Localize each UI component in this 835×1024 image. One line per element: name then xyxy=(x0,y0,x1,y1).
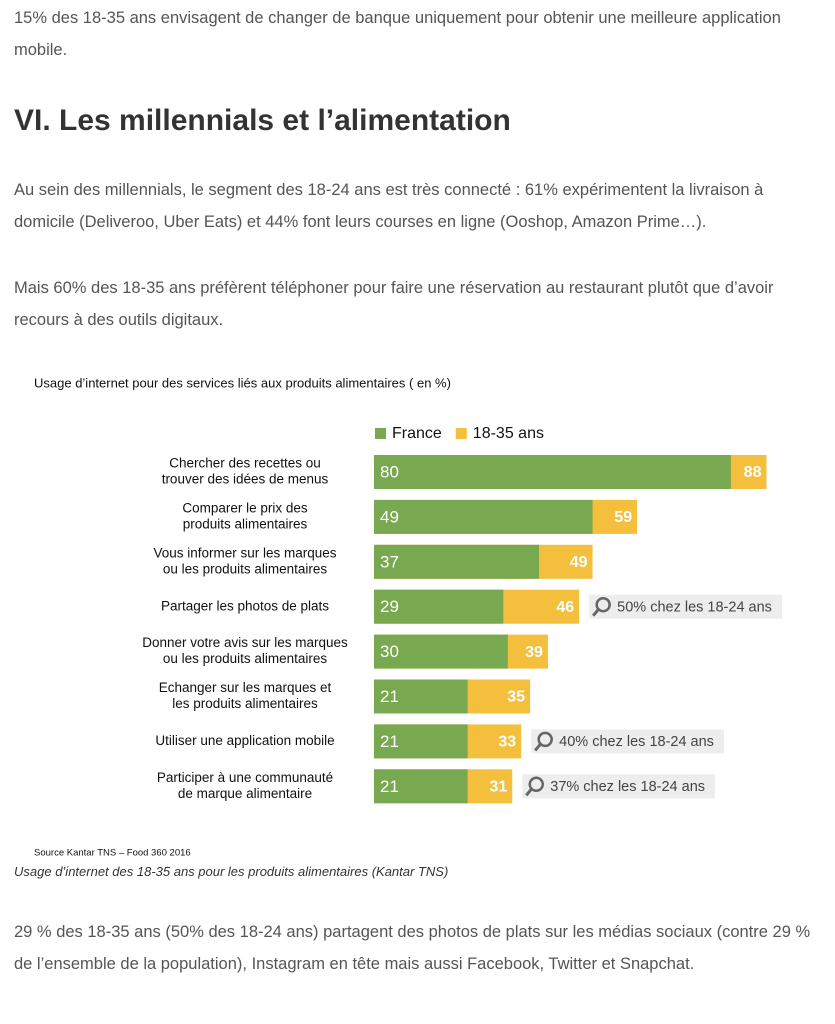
category-label: Donner votre avis sur les marques xyxy=(142,635,348,650)
bar xyxy=(374,544,540,579)
paragraph: Au sein des millennials, le segment des … xyxy=(14,181,764,231)
category-label: de marque alimentaire xyxy=(178,786,312,801)
bar xyxy=(374,634,508,669)
heading: VI. Les millennials et l’alimentation xyxy=(14,104,511,137)
magnifier-icon xyxy=(592,608,600,617)
value-label: 80 xyxy=(380,462,399,481)
category-label: ou les produits alimentaires xyxy=(163,561,328,576)
magnifier-icon xyxy=(525,788,533,797)
value-label: 37 xyxy=(380,552,399,571)
value-label: 88 xyxy=(744,464,762,481)
value-label: 46 xyxy=(556,599,574,616)
category-label: Comparer le prix des xyxy=(182,500,308,515)
magnifier-icon xyxy=(534,743,542,752)
annotation: 50% chez les 18-24 ans xyxy=(617,600,772,616)
bar xyxy=(374,455,731,489)
category-label: ou les produits alimentaires xyxy=(163,651,328,666)
value-label: 49 xyxy=(570,554,588,571)
value-label: 31 xyxy=(489,779,507,796)
legend-swatch xyxy=(455,428,467,439)
annotation: 37% chez les 18-24 ans xyxy=(550,779,705,795)
chart-title: Usage d’internet pour des services liés … xyxy=(34,375,451,390)
paragraph: Mais 60% des 18-35 ans préfèrent télépho… xyxy=(14,279,774,329)
bar xyxy=(374,679,468,714)
bar xyxy=(374,499,593,534)
value-label: 49 xyxy=(380,507,399,526)
legend-label: 18-35 ans xyxy=(473,425,544,442)
value-label: 21 xyxy=(380,687,399,706)
bar xyxy=(374,724,468,759)
magnifier-icon xyxy=(537,731,553,748)
chart-source: Source Kantar TNS – Food 360 2016 xyxy=(34,848,191,859)
annotation-box xyxy=(589,594,782,619)
legend-swatch xyxy=(375,428,386,439)
category-label: Vous informer sur les marques xyxy=(153,545,336,560)
category-label: Partager les photos de plats xyxy=(161,598,329,613)
value-label: 35 xyxy=(507,689,525,706)
category-label: Utiliser une application mobile xyxy=(155,733,334,748)
annotation-box xyxy=(522,774,716,799)
category-label: produits alimentaires xyxy=(183,516,308,531)
value-label: 29 xyxy=(380,597,399,616)
value-label: 33 xyxy=(498,734,516,751)
category-label: les produits alimentaires xyxy=(172,696,318,711)
category-label: Echanger sur les marques et xyxy=(159,680,332,695)
category-label: trouver des idées de menus xyxy=(162,472,329,487)
value-label: 39 xyxy=(525,644,543,661)
category-label: Chercher des recettes ou xyxy=(169,456,321,471)
chart: Usage d’internet pour des services liés … xyxy=(34,375,782,859)
paragraph: 29 % des 18-35 ans (50% des 18-24 ans) p… xyxy=(14,923,811,973)
legend-label: France xyxy=(392,425,442,442)
annotation-box xyxy=(531,729,724,754)
value-label: 21 xyxy=(380,732,399,751)
bar xyxy=(374,769,468,804)
paragraph: 15% des 18-35 ans envisagent de changer … xyxy=(14,9,781,59)
annotation: 40% chez les 18-24 ans xyxy=(559,734,714,750)
magnifier-icon xyxy=(595,596,611,613)
magnifier-icon xyxy=(528,776,545,793)
category-label: Participer à une communauté xyxy=(157,770,333,785)
bar xyxy=(374,589,504,624)
value-label: 21 xyxy=(380,777,399,796)
caption: Usage d’internet des 18-35 ans pour les … xyxy=(14,864,449,879)
value-label: 30 xyxy=(380,642,399,661)
value-label: 59 xyxy=(614,509,632,526)
